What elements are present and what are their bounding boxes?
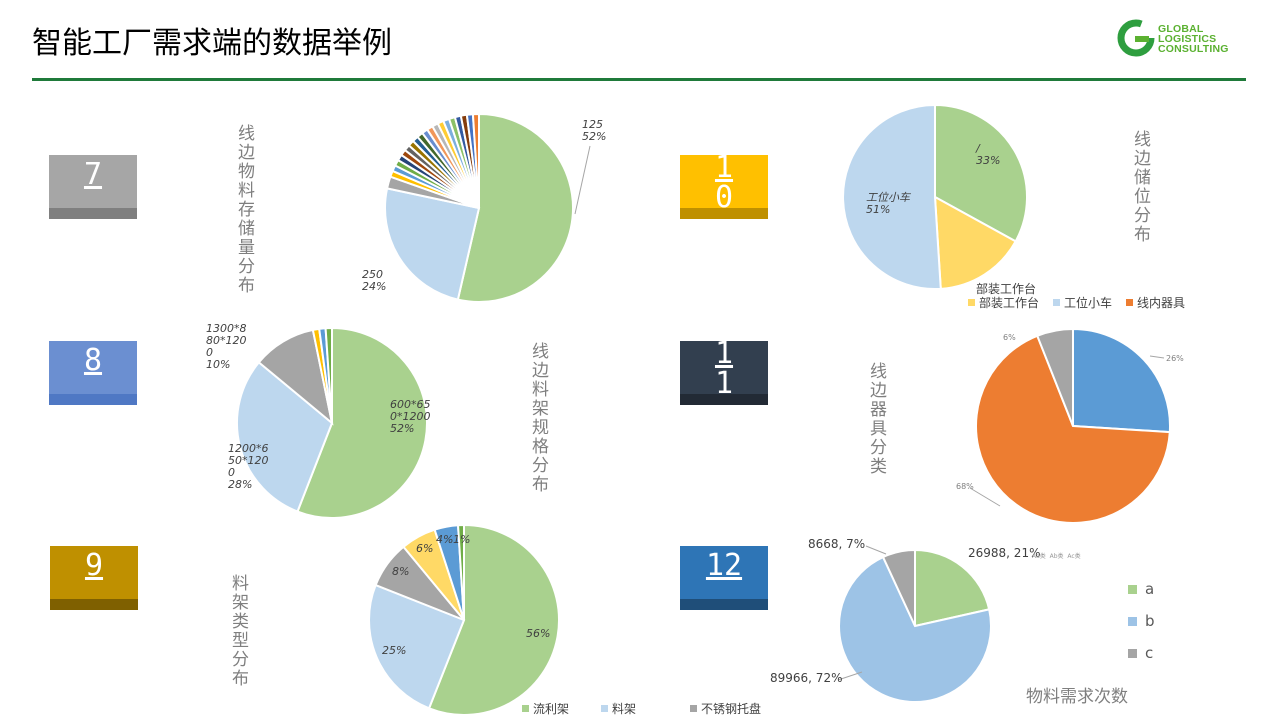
chart-7-label: 线边物料存储量分布 — [234, 124, 254, 295]
chart-9-legend: 流利架 料架 不锈钢托盘 — [522, 700, 775, 717]
legend-item: 料架 — [601, 700, 636, 717]
chart-12-legend-b: b — [1128, 612, 1155, 630]
c11-slice-1 — [975, 334, 1171, 524]
chart-12-legend-a: a — [1128, 580, 1154, 598]
c11-data-label: 6% — [1003, 333, 1016, 342]
c8-slice-5 — [324, 326, 333, 424]
c10-data-label: /33% — [975, 142, 1000, 167]
c10-slice-1 — [933, 195, 1017, 290]
chart-10-label: 线边储位分布 — [1130, 130, 1150, 244]
c12-data-label: 8668, 7% — [808, 537, 865, 551]
c9-data-label: 6% — [416, 542, 433, 555]
c11-slice-0 — [1072, 327, 1171, 434]
c8-data-label: 600*65 0*1200 52% — [390, 398, 431, 435]
chart-number-badge-7: 7 — [49, 155, 137, 219]
c12-slice-0 — [914, 548, 991, 628]
c9-data-label: 56% — [526, 627, 550, 640]
c8-data-label: 1200*6 50*120 0 28% — [228, 442, 269, 491]
page-title: 智能工厂需求端的数据举例 — [32, 26, 392, 61]
c7-data-label: 125 52% — [582, 118, 606, 143]
legend-item: 工位小车 — [1053, 294, 1112, 311]
legend-item: 线内器具 — [1126, 294, 1185, 311]
c8-slice-0 — [296, 326, 428, 519]
company-logo: GLOBAL LOGISTICS CONSULTING — [1116, 18, 1240, 62]
c12-data-label: 89966, 72% — [770, 671, 842, 685]
c9-data-label: 25% — [382, 644, 406, 657]
legend-item: 流利架 — [522, 700, 569, 717]
c7-slice-21 — [471, 112, 480, 209]
c7-slice-1 — [384, 187, 481, 301]
c8-data-label: 1300*8 80*120 0 10% — [206, 322, 247, 371]
c12-leader-line — [865, 545, 887, 555]
c9-data-label: 4% — [436, 533, 453, 546]
c9-data-label: 1% — [453, 533, 470, 546]
chart-number-badge-9: 9 — [50, 546, 138, 610]
chart-10-legend: 部装工作台 工位小车 线内器具 — [968, 294, 1199, 311]
c12-data-label: 26988, 21% — [968, 546, 1040, 560]
c8-slice-1 — [236, 360, 334, 513]
c9-data-label: 8% — [392, 565, 409, 578]
chart-11-label: 线边器具分类 — [866, 362, 886, 476]
c11-data-label: 26% — [1166, 354, 1184, 363]
c9-slice-0 — [427, 523, 560, 716]
logo-icon — [1117, 19, 1155, 57]
c7-data-label: 250 24% — [362, 268, 386, 293]
chart-number-badge-10: 1 0 — [680, 155, 768, 219]
chart-12-caption: 物料需求次数 — [1026, 687, 1128, 707]
c11-slice-2 — [1035, 327, 1074, 427]
c10-slice-2 — [842, 103, 942, 290]
chart-8-label: 线边料架规格分布 — [528, 342, 548, 494]
logo-text: GLOBAL LOGISTICS CONSULTING — [1158, 23, 1229, 55]
chart-10-legend-title: 部装工作台 — [976, 282, 1037, 296]
c12-slice-1 — [838, 555, 992, 703]
c12-slice-2 — [881, 548, 916, 627]
chart-12-legend-c: c — [1128, 644, 1153, 662]
chart-number-badge-11: 1 1 — [680, 341, 768, 405]
chart-number-badge-12: 12 — [680, 546, 768, 610]
title-divider — [32, 78, 1246, 81]
legend-item: 部装工作台 — [968, 294, 1039, 311]
c7-leader-line — [574, 145, 591, 215]
c11-leader-line — [969, 487, 1001, 507]
c10-data-label: 工位小车 51% — [866, 191, 912, 216]
c10-slice-0 — [934, 103, 1028, 243]
chart-9-label: 料架类型分布 — [228, 574, 248, 688]
legend-item: 不锈钢托盘 — [690, 700, 761, 717]
c9-slice-5 — [456, 523, 465, 621]
chart-11-legend: Aa类 Ab类 Ac类 — [1032, 553, 1081, 560]
c12-leader-line — [837, 671, 863, 681]
c9-slice-1 — [368, 583, 466, 710]
c11-data-label: 68% — [956, 482, 974, 491]
c11-leader-line — [1149, 355, 1165, 359]
c7-slice-0 — [456, 112, 574, 303]
chart-number-badge-8: 8 — [49, 341, 137, 405]
